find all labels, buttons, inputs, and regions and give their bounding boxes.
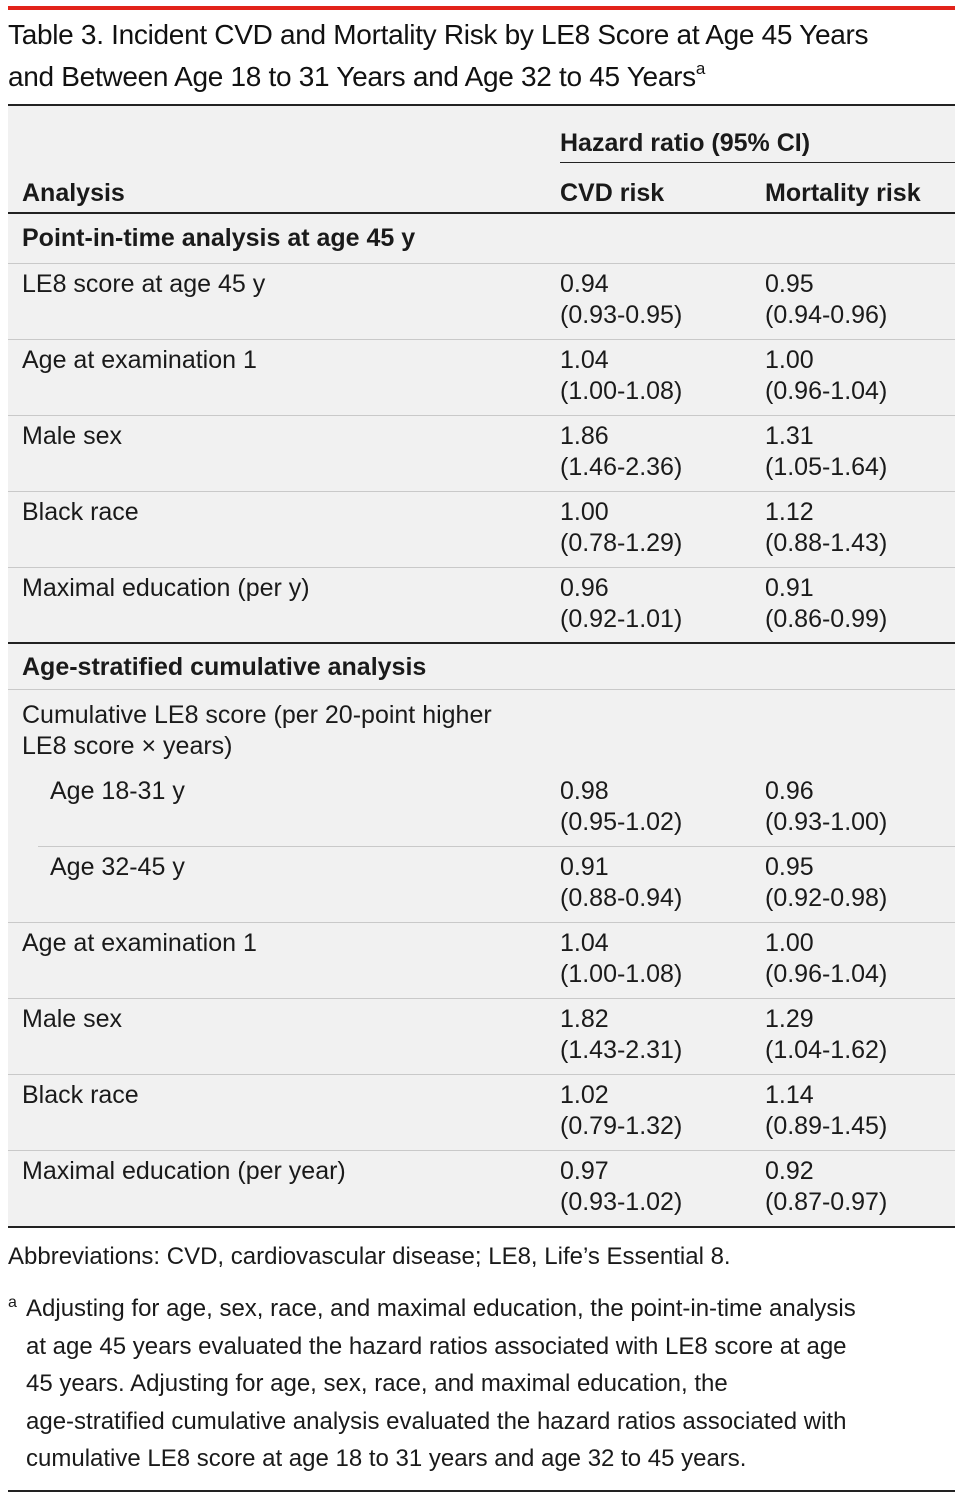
row-label: Cumulative LE8 score (per 20-point highe… (22, 701, 492, 729)
mortality-ci: (0.89-1.45) (765, 1112, 888, 1140)
mortality-ci: (0.87-0.97) (765, 1188, 888, 1216)
table-title-line-1: Table 3. Incident CVD and Mortality Risk… (8, 19, 869, 50)
cvd-value: 0.98 (560, 777, 609, 805)
cvd-value: 0.91 (560, 853, 609, 881)
table-row: Maximal education (per year) 0.97 (0.93-… (8, 1151, 955, 1224)
row-label: LE8 score at age 45 y (22, 270, 266, 298)
row-label: Male sex (22, 1005, 123, 1033)
section-label: Age-stratified cumulative analysis (22, 653, 427, 681)
footnote-line: cumulative LE8 score at age 18 to 31 yea… (26, 1445, 747, 1472)
title-footnote-marker: a (695, 59, 705, 78)
mortality-value: 1.29 (765, 1005, 814, 1033)
cvd-value: 1.00 (560, 498, 609, 526)
cvd-ci: (0.92-1.01) (560, 605, 683, 633)
row-label: Age at examination 1 (22, 346, 257, 374)
footnote-marker: a (8, 1294, 17, 1311)
row-label: Black race (22, 498, 139, 526)
table-row: Maximal education (per y) 0.96 (0.92-1.0… (8, 568, 955, 644)
footnote-line: 45 years. Adjusting for age, sex, race, … (26, 1370, 728, 1397)
cumulative-score-row: Cumulative LE8 score (per 20-point highe… (8, 690, 955, 771)
mortality-ci: (1.05-1.64) (765, 453, 888, 481)
cvd-value: 1.86 (560, 422, 609, 450)
mortality-ci: (0.86-0.99) (765, 605, 888, 633)
cvd-ci: (0.93-0.95) (560, 301, 683, 329)
cvd-ci: (0.88-0.94) (560, 884, 683, 912)
table-title-line-2: and Between Age 18 to 31 Years and Age 3… (8, 61, 696, 92)
abbreviations-note: Abbreviations: CVD, cardiovascular disea… (8, 1243, 731, 1270)
bottom-rule (8, 1490, 955, 1492)
cvd-value: 1.04 (560, 346, 609, 374)
table-row: Age at examination 1 1.04 (1.00-1.08) 1.… (8, 340, 955, 416)
mortality-value: 0.95 (765, 853, 814, 881)
row-label: Male sex (22, 422, 123, 450)
row-label: Maximal education (per year) (22, 1157, 346, 1185)
mortality-value: 1.12 (765, 498, 814, 526)
cvd-ci: (0.79-1.32) (560, 1112, 683, 1140)
section-label: Point-in-time analysis at age 45 y (22, 224, 416, 252)
table-row: Age 18-31 y 0.98 (0.95-1.02) 0.96 (0.93-… (8, 771, 955, 847)
cvd-risk-column-header: CVD risk (560, 179, 665, 207)
footnote-a: a Adjusting for age, sex, race, and maxi… (8, 1290, 953, 1478)
footnote-line: age-stratified cumulative analysis evalu… (26, 1407, 847, 1435)
cvd-ci: (1.43-2.31) (560, 1036, 683, 1064)
mortality-value: 0.91 (765, 574, 814, 602)
table-row: Black race 1.00 (0.78-1.29) 1.12 (0.88-1… (8, 492, 955, 568)
mortality-value: 1.14 (765, 1081, 814, 1109)
hazard-ratio-header: Hazard ratio (95% CI) (560, 129, 811, 157)
header-span-rule (560, 162, 955, 163)
mortality-value: 0.92 (765, 1157, 814, 1185)
cvd-value: 1.02 (560, 1081, 609, 1109)
cvd-value: 0.96 (560, 574, 609, 602)
top-accent-bar (8, 6, 955, 10)
row-label: Age 32-45 y (50, 853, 185, 881)
analysis-column-header: Analysis (22, 179, 125, 207)
table-row: Black race 1.02 (0.79-1.32) 1.14 (0.89-1… (8, 1075, 955, 1151)
row-label: Black race (22, 1081, 139, 1109)
table-row: Age at examination 1 1.04 (1.00-1.08) 1.… (8, 923, 955, 999)
row-label: Maximal education (per y) (22, 574, 310, 602)
cvd-ci: (0.78-1.29) (560, 529, 683, 557)
section-point-in-time: Point-in-time analysis at age 45 y (8, 214, 955, 264)
mortality-value: 0.95 (765, 270, 814, 298)
section-age-stratified: Age-stratified cumulative analysis (8, 644, 955, 690)
mortality-value: 1.00 (765, 929, 814, 957)
mortality-ci: (0.94-0.96) (765, 301, 888, 329)
mortality-ci: (0.96-1.04) (765, 377, 888, 405)
table-row: Age 32-45 y 0.91 (0.88-0.94) 0.95 (0.92-… (8, 847, 955, 923)
cvd-ci: (1.46-2.36) (560, 453, 683, 481)
table-row: Male sex 1.86 (1.46-2.36) 1.31 (1.05-1.6… (8, 416, 955, 492)
cvd-value: 1.82 (560, 1005, 609, 1033)
mortality-value: 1.00 (765, 346, 814, 374)
footnote-line: at age 45 years evaluated the hazard rat… (26, 1332, 847, 1360)
cvd-value: 1.04 (560, 929, 609, 957)
cvd-value: 0.94 (560, 270, 609, 298)
mortality-value: 1.31 (765, 422, 814, 450)
data-table: Hazard ratio (95% CI) Analysis CVD risk … (8, 104, 955, 1228)
row-label: Age at examination 1 (22, 929, 257, 957)
mortality-ci: (0.92-0.98) (765, 884, 888, 912)
cvd-ci: (0.95-1.02) (560, 808, 683, 836)
cvd-ci: (1.00-1.08) (560, 377, 683, 405)
row-label-continued: LE8 score × years) (22, 732, 233, 760)
mortality-value: 0.96 (765, 777, 814, 805)
mortality-ci: (0.96-1.04) (765, 960, 888, 988)
row-label: Age 18-31 y (50, 777, 185, 805)
mortality-ci: (0.88-1.43) (765, 529, 888, 557)
table-header: Hazard ratio (95% CI) Analysis CVD risk … (8, 106, 955, 214)
table-row: Male sex 1.82 (1.43-2.31) 1.29 (1.04-1.6… (8, 999, 955, 1075)
mortality-ci: (0.93-1.00) (765, 808, 888, 836)
cvd-ci: (0.93-1.02) (560, 1188, 683, 1216)
table-title: Table 3. Incident CVD and Mortality Risk… (8, 14, 953, 98)
cvd-value: 0.97 (560, 1157, 609, 1185)
table-row: LE8 score at age 45 y 0.94 (0.93-0.95) 0… (8, 264, 955, 340)
cvd-ci: (1.00-1.08) (560, 960, 683, 988)
mortality-risk-column-header: Mortality risk (765, 179, 921, 207)
mortality-ci: (1.04-1.62) (765, 1036, 888, 1064)
footnote-line: Adjusting for age, sex, race, and maxima… (26, 1295, 856, 1322)
